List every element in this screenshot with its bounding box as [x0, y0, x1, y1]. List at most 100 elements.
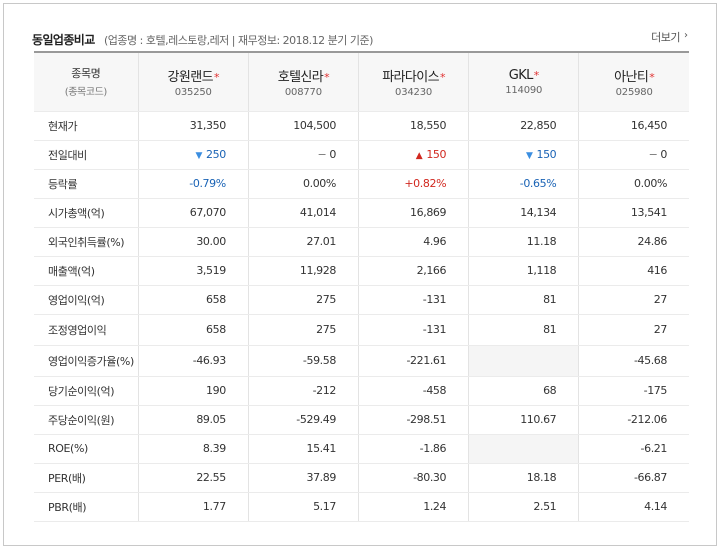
- rate-cell: -0.65%: [468, 169, 579, 199]
- triangle-down-icon: ▼: [525, 151, 533, 161]
- change-value: 250: [206, 148, 226, 161]
- value-cell: -175: [578, 376, 689, 406]
- company-name[interactable]: 파라다이스: [382, 69, 439, 85]
- change-value: 150: [536, 148, 557, 161]
- table-row: 조정영업이익 658 275 -131 81 27: [34, 314, 689, 346]
- dash-icon: −: [648, 148, 658, 161]
- stock-code-header-label: (종목코드): [64, 87, 108, 99]
- table-header-row: 종목명 (종목코드) 강원랜드* 035250 호텔신라* 008770 파라다이스* 0…: [34, 52, 689, 112]
- value-cell: 2.51: [468, 492, 579, 522]
- value-cell: 190: [137, 376, 249, 406]
- value-cell: 11.18: [468, 227, 579, 257]
- value-cell: 18.18: [468, 463, 579, 493]
- value-cell: 81: [468, 285, 579, 315]
- change-cell: −0: [578, 140, 689, 170]
- value-cell: 658: [137, 285, 249, 315]
- value-cell: -131: [357, 314, 469, 346]
- row-label: 조정영업이익: [34, 314, 139, 346]
- company-name-link[interactable]: GKL*: [470, 67, 579, 83]
- value-cell: 4.14: [578, 492, 689, 522]
- table-row: 영업이익증가율(%) -46.93 -59.58 -221.61 -45.68: [34, 345, 689, 377]
- value-cell: 658: [137, 314, 249, 346]
- row-label: 주당순이익(원): [34, 405, 139, 435]
- value-cell: -1.86: [357, 434, 469, 464]
- dash-icon: −: [317, 148, 327, 161]
- value-cell: -46.93: [137, 345, 249, 377]
- value-cell: 16,450: [578, 111, 689, 141]
- value-cell: -80.30: [357, 463, 469, 493]
- value-cell: -45.68: [578, 345, 689, 377]
- value-cell: 5.17: [247, 492, 359, 522]
- value-cell: 68: [468, 376, 579, 406]
- value-cell: -66.87: [578, 463, 689, 493]
- value-cell: 27: [578, 285, 689, 315]
- star-icon: *: [214, 70, 219, 84]
- row-label: 현재가: [34, 111, 139, 141]
- triangle-down-icon: ▼: [195, 151, 203, 161]
- table-row: 영업이익(억) 658 275 -131 81 27: [34, 285, 689, 315]
- company-name-link[interactable]: 호텔신라*: [249, 66, 358, 85]
- table-row: 외국인취득률(%) 30.00 27.01 4.96 11.18 24.86: [34, 227, 689, 257]
- star-icon: *: [649, 70, 655, 84]
- value-cell: 13,541: [578, 198, 689, 228]
- company-name-link[interactable]: 아난티*: [580, 66, 689, 85]
- table-row: ROE(%) 8.39 15.41 -1.86 -6.21: [34, 434, 689, 464]
- value-cell: -298.51: [357, 405, 469, 435]
- company-code: 008770: [284, 86, 322, 98]
- chevron-right-icon[interactable]: ›: [684, 30, 688, 41]
- value-cell: 41,014: [247, 198, 359, 228]
- company-name-link[interactable]: 강원랜드*: [139, 66, 248, 85]
- row-label: 영업이익증가율(%): [34, 345, 139, 377]
- value-cell: 22,850: [468, 111, 579, 141]
- company-header: 파라다이스* 034230: [357, 52, 469, 112]
- value-cell: 22.55: [137, 463, 249, 493]
- company-name[interactable]: 강원랜드: [167, 69, 214, 85]
- value-cell: 27.01: [247, 227, 359, 257]
- company-name-link[interactable]: 파라다이스*: [359, 66, 468, 85]
- row-label: PER(배): [34, 463, 139, 493]
- empty-cell: [468, 434, 579, 464]
- value-cell: 89.05: [137, 405, 249, 435]
- value-cell: 275: [247, 285, 359, 315]
- more-link[interactable]: 더보기: [651, 31, 680, 44]
- rate-cell: 0.00%: [247, 169, 359, 199]
- value-cell: -221.61: [357, 345, 469, 377]
- value-cell: 16,869: [357, 198, 469, 228]
- value-cell: -212: [247, 376, 359, 406]
- table-body: 현재가 31,350 104,500 18,550 22,850 16,450 전일대비 ▼ 2…: [34, 111, 689, 522]
- value-cell: 67,070: [137, 198, 249, 228]
- triangle-up-icon: ▲: [415, 151, 423, 161]
- peer-comparison-panel: 동일업종비교 (업종명 : 호텔,레스토랑,레저 | 재무정보: 2018.12…: [3, 3, 717, 546]
- value-cell: -59.58: [247, 345, 359, 377]
- value-cell: 275: [247, 314, 359, 346]
- value-cell: 24.86: [578, 227, 689, 257]
- company-name[interactable]: 아난티: [614, 69, 649, 85]
- company-header: GKL* 114090: [468, 52, 579, 112]
- value-cell: 11,928: [247, 256, 359, 286]
- company-name[interactable]: GKL: [508, 67, 534, 83]
- rate-cell: 0.00%: [578, 169, 689, 199]
- change-value: 150: [426, 148, 447, 161]
- value-cell: 37.89: [247, 463, 359, 493]
- value-cell: 416: [578, 256, 689, 286]
- table-row: 등락률 -0.79% 0.00% +0.82% -0.65% 0.00%: [34, 169, 689, 199]
- panel-header: 동일업종비교 (업종명 : 호텔,레스토랑,레저 | 재무정보: 2018.12…: [4, 4, 716, 50]
- company-name[interactable]: 호텔신라: [277, 69, 324, 85]
- row-label: 등락률: [34, 169, 139, 199]
- company-header: 호텔신라* 008770: [247, 52, 359, 112]
- value-cell: 1,118: [468, 256, 579, 286]
- value-cell: 3,519: [137, 256, 249, 286]
- value-cell: -6.21: [578, 434, 689, 464]
- rate-cell: +0.82%: [357, 169, 469, 199]
- value-cell: 110.67: [468, 405, 579, 435]
- value-cell: 15.41: [247, 434, 359, 464]
- change-value: 0: [660, 148, 667, 161]
- change-cell: ▼ 250: [137, 140, 249, 170]
- change-cell: ▼ 150: [468, 140, 579, 170]
- value-cell: 2,166: [357, 256, 469, 286]
- row-label: 외국인취득률(%): [34, 227, 139, 257]
- change-value: 0: [329, 148, 336, 161]
- value-cell: -529.49: [247, 405, 359, 435]
- value-cell: -458: [357, 376, 469, 406]
- stock-name-header: 종목명 (종목코드): [34, 52, 139, 112]
